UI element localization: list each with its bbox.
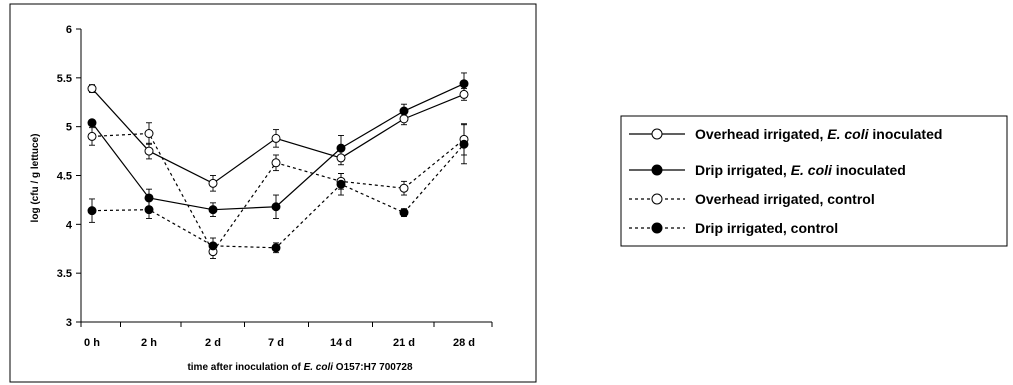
legend-label-2: Overhead irrigated, control [695, 191, 875, 207]
legend-box [620, 115, 1008, 247]
data-point-series-3 [336, 179, 346, 189]
y-axis-title: log (cfu / g lettuce) [30, 134, 41, 223]
x-axis-title: time after inoculation of E. coli O157:H… [187, 362, 413, 373]
legend-marker-0 [651, 128, 663, 140]
x-axis-title-prefix: time after inoculation of [187, 362, 303, 373]
legend: Overhead irrigated, E. coli inoculatedDr… [629, 126, 942, 236]
y-tick-label: 3 [66, 317, 72, 329]
x-tick-label: 7 d [268, 337, 284, 349]
y-tick-label: 4.5 [57, 171, 72, 183]
x-tick-label: 28 d [453, 337, 475, 349]
legend-label-1: Drip irrigated, E. coli inoculated [695, 162, 906, 178]
x-axis-title-suffix: O157:H7 700728 [333, 362, 413, 373]
data-point-series-3 [459, 139, 469, 149]
legend-label-prefix: Drip irrigated, [695, 162, 791, 178]
data-point-series-1 [271, 202, 281, 212]
data-point-series-1 [87, 118, 97, 128]
data-point-series-1 [336, 143, 346, 153]
y-tick-label: 5 [66, 122, 72, 134]
y-tick-label: 3.5 [57, 268, 72, 280]
data-point-series-1 [144, 193, 154, 203]
x-tick-label: 0 h [84, 337, 100, 349]
data-point-series-2 [271, 158, 281, 168]
data-point-series-3 [399, 208, 409, 218]
data-point-series-1 [399, 106, 409, 116]
legend-label-italic: E. coli [827, 126, 869, 142]
plot-area: 3 3.5 4 4.5 5 5.5 6 0 h 2 h 2 d 7 d 14 d 21 d 28 d [57, 24, 493, 349]
data-point-series-0 [399, 114, 409, 124]
data-point-series-0 [208, 178, 218, 188]
data-point-series-3 [208, 241, 218, 251]
legend-label-prefix: Drip irrigated, control [695, 220, 838, 236]
legend-label-italic: E. coli [791, 162, 833, 178]
data-point-series-1 [459, 79, 469, 89]
data-point-series-0 [459, 89, 469, 99]
data-point-series-1 [208, 205, 218, 215]
data-point-series-0 [336, 153, 346, 163]
legend-marker-3 [651, 222, 663, 234]
legend-label-0: Overhead irrigated, E. coli inoculated [695, 126, 942, 142]
x-tick-label: 2 d [205, 337, 221, 349]
legend-label-suffix: inoculated [832, 162, 906, 178]
y-tick-label: 6 [66, 24, 72, 36]
legend-label-prefix: Overhead irrigated, [695, 126, 827, 142]
x-tick-label: 2 h [141, 337, 157, 349]
data-point-series-3 [87, 206, 97, 216]
data-point-series-0 [271, 133, 281, 143]
data-point-series-2 [144, 129, 154, 139]
x-axis-title-italic: E. coli [304, 362, 334, 373]
legend-marker-1 [651, 164, 663, 176]
data-point-series-3 [271, 243, 281, 253]
x-tick-label: 14 d [330, 337, 352, 349]
data-point-series-0 [87, 84, 97, 94]
y-tick-label: 5.5 [57, 73, 72, 85]
legend-label-3: Drip irrigated, control [695, 220, 838, 236]
data-point-series-2 [87, 131, 97, 141]
legend-marker-2 [651, 193, 663, 205]
data-point-series-3 [144, 205, 154, 215]
x-tick-label: 21 d [393, 337, 415, 349]
legend-label-suffix: inoculated [869, 126, 943, 142]
y-tick-label: 4 [66, 219, 73, 231]
chart-frame [9, 3, 537, 383]
data-point-series-0 [144, 146, 154, 156]
data-point-series-2 [399, 183, 409, 193]
legend-label-prefix: Overhead irrigated, control [695, 191, 875, 207]
